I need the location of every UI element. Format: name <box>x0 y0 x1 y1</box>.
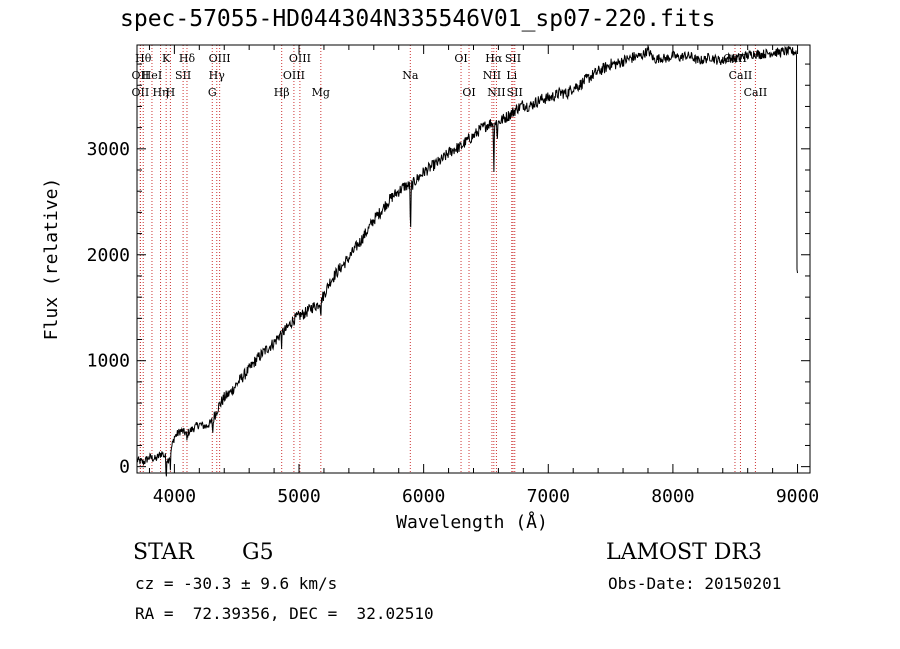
line-marker-label: CaII <box>744 86 768 99</box>
line-marker-label: NII <box>483 69 501 82</box>
line-marker-label: NII <box>487 86 505 99</box>
line-marker-label: Hη <box>152 86 168 99</box>
line-marker-label: Li <box>506 69 517 82</box>
y-tick-label: 0 <box>119 457 130 478</box>
y-tick-label: 3000 <box>87 139 130 160</box>
line-marker-label: OIII <box>289 52 311 65</box>
x-tick-label: 5000 <box>277 486 320 507</box>
line-marker-label: CaII <box>729 69 753 82</box>
line-marker-label: Hδ <box>179 52 196 65</box>
line-marker-label: SII <box>507 86 523 99</box>
obs-date: Obs-Date: 20150201 <box>608 574 782 593</box>
line-marker-label: OIII <box>209 52 231 65</box>
line-marker-label: OI <box>454 52 467 65</box>
spectrum-series <box>136 45 798 477</box>
x-tick-label: 4000 <box>153 486 196 507</box>
line-marker-label: Mg <box>312 86 330 99</box>
x-axis: 4000 5000 6000 7000 8000 9000 <box>148 45 819 507</box>
x-axis-label: Wavelength (Å) <box>396 511 548 533</box>
line-marker-label: H <box>166 86 176 99</box>
x-tick-label: 6000 <box>402 486 445 507</box>
line-marker-label: Hα <box>485 52 503 65</box>
x-tick-label: 7000 <box>527 486 570 507</box>
line-marker-label: Hθ <box>135 52 152 65</box>
line-marker-label: HeI <box>142 69 162 82</box>
line-marker-label: Hγ <box>209 69 226 82</box>
plot-frame <box>136 44 811 474</box>
line-marker-label: K <box>162 52 171 65</box>
x-tick-label: 8000 <box>651 486 694 507</box>
line-marker-label: Hβ <box>274 86 290 99</box>
y-tick-label: 1000 <box>87 351 130 372</box>
survey-name: LAMOST DR3 <box>606 540 762 565</box>
line-marker-label: SII <box>175 69 191 82</box>
line-marker-label: OIII <box>283 69 305 82</box>
line-markers <box>139 45 756 473</box>
y-tick-label: 2000 <box>87 245 130 266</box>
y-axis: 0 1000 2000 3000 <box>87 63 810 478</box>
line-marker-label: SII <box>505 52 521 65</box>
object-subclass: G5 <box>242 540 274 565</box>
line-marker-label: G <box>208 86 217 99</box>
line-marker-label: Na <box>402 69 419 82</box>
line-marker-label: OII <box>132 69 150 82</box>
line-marker-label: OI <box>462 86 475 99</box>
coordinates: RA = 72.39356, DEC = 32.02510 <box>135 604 434 623</box>
redshift-readout: cz = -30.3 ± 9.6 km/s <box>135 574 338 593</box>
y-axis-label: Flux (relative) <box>41 178 62 341</box>
x-tick-label: 9000 <box>776 486 819 507</box>
line-marker-label: OII <box>132 86 150 99</box>
object-class: STAR <box>133 540 194 565</box>
chart-title: spec-57055-HD044304N335546V01_sp07-220.f… <box>120 6 716 32</box>
